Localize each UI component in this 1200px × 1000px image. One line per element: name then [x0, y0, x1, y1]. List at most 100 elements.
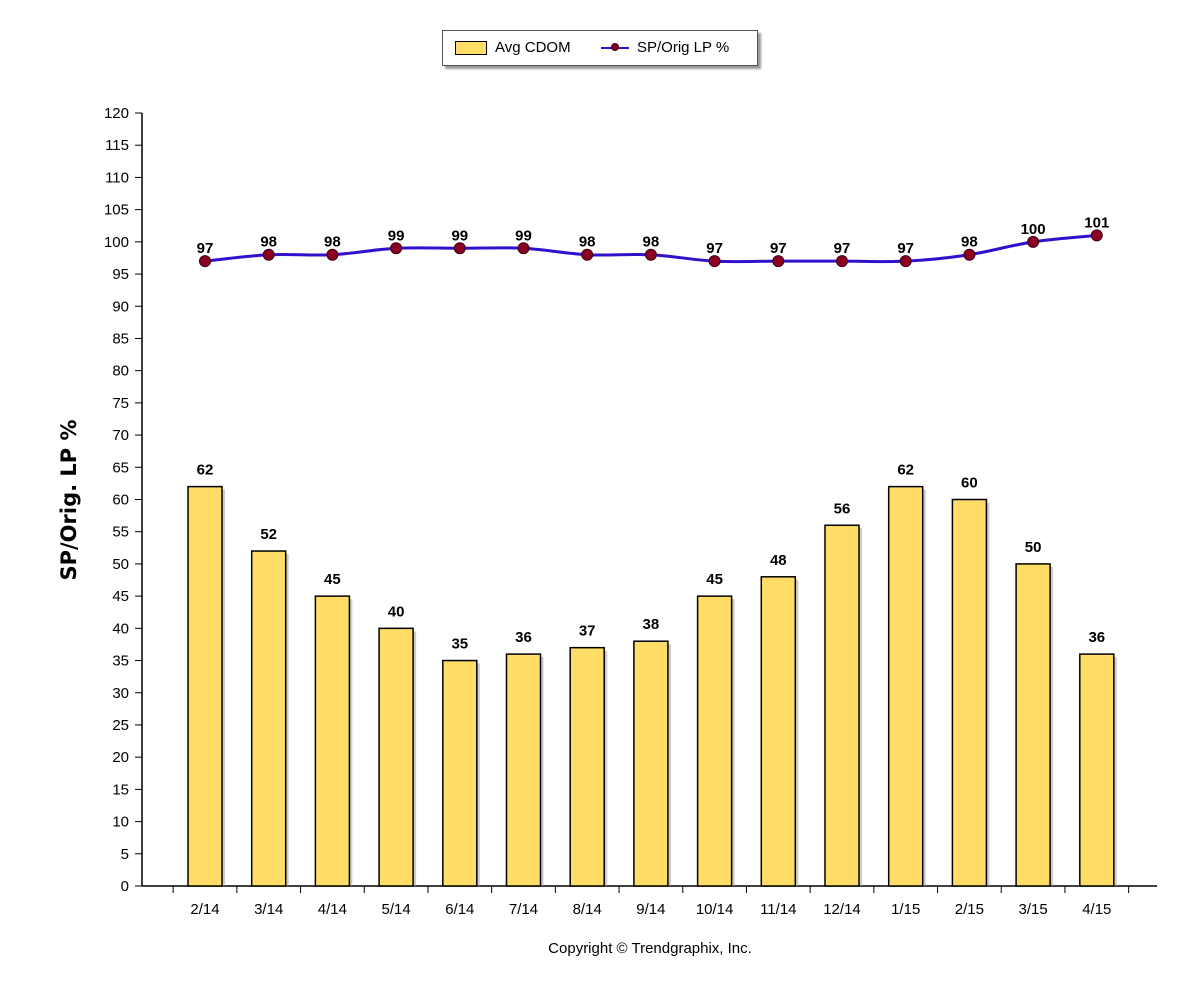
x-tick-label: 2/14	[190, 901, 219, 918]
x-tick-label: 3/14	[254, 901, 283, 918]
bar-value-label: 50	[1025, 539, 1042, 556]
y-tick-label: 70	[112, 427, 129, 444]
x-tick-label: 11/14	[760, 901, 796, 918]
line-value-label: 99	[515, 227, 532, 244]
bar-2-14	[187, 485, 223, 887]
bar-value-label: 38	[643, 616, 660, 633]
y-tick-label: 95	[112, 266, 129, 283]
y-tick-label: 45	[112, 588, 129, 605]
y-tick-label: 85	[112, 330, 129, 347]
x-tick-label: 7/14	[509, 901, 538, 918]
legend-label-avg-cdom: Avg CDOM	[495, 39, 571, 56]
line-value-label: 98	[643, 234, 660, 251]
legend-swatch-avg-cdom	[455, 41, 487, 55]
bar-value-label: 35	[451, 636, 468, 653]
bar-6-14	[442, 659, 478, 887]
bar-8-14	[569, 646, 605, 887]
line-point-4-15	[1090, 229, 1103, 242]
bar-value-label: 45	[706, 571, 723, 588]
line-value-label: 98	[324, 234, 341, 251]
line-value-label: 101	[1084, 214, 1109, 231]
y-tick-label: 80	[112, 363, 129, 380]
y-tick-label: 110	[105, 169, 129, 186]
legend-label-sp-orig-lp: SP/Orig LP %	[637, 39, 730, 56]
line-value-label: 100	[1021, 221, 1046, 238]
copyright: Copyright © Trendgraphix, Inc.	[548, 940, 752, 957]
bar-2-15	[951, 498, 988, 887]
line-point-10-14	[708, 255, 721, 268]
bar-value-label: 36	[515, 629, 532, 646]
y-axis-title: SP/Orig. LP %	[57, 419, 81, 580]
x-tick-label: 3/15	[1018, 901, 1047, 918]
x-tick-label: 4/15	[1082, 901, 1111, 918]
y-tick-label: 90	[112, 298, 129, 315]
line-point-8-14	[581, 248, 594, 261]
line-point-11-14	[772, 255, 785, 268]
line-point-2-14	[199, 255, 211, 268]
bar-11-14	[760, 576, 797, 887]
x-tick-label: 2/15	[955, 901, 984, 918]
line-point-5-14	[390, 242, 403, 255]
y-tick-label: 15	[112, 781, 129, 798]
y-tick-label: 40	[112, 620, 129, 637]
bar-value-label: 45	[324, 571, 341, 588]
bar-5-14	[378, 627, 414, 887]
line-value-label: 97	[770, 240, 787, 257]
bar-4-14	[314, 595, 351, 887]
x-tick-label: 5/14	[381, 901, 410, 918]
bar-7-14	[505, 653, 542, 887]
line-point-7-14	[517, 242, 530, 255]
bar-10-14	[696, 595, 733, 887]
bar-value-label: 62	[897, 462, 914, 479]
line-value-label: 97	[834, 240, 851, 257]
bar-3-15	[1015, 563, 1051, 887]
line-point-1-15	[899, 255, 912, 268]
bar-12-14	[824, 524, 860, 887]
line-point-2-15	[963, 248, 976, 261]
y-tick-label: 120	[104, 105, 129, 122]
line-value-label: 97	[706, 240, 723, 257]
bar-4-15	[1079, 653, 1115, 887]
bar-value-label: 37	[579, 623, 596, 640]
bar-value-label: 36	[1088, 629, 1105, 646]
y-tick-label: 35	[112, 653, 129, 670]
y-tick-label: 100	[104, 234, 129, 251]
x-tick-label: 1/15	[891, 901, 920, 918]
y-tick-label: 55	[112, 524, 129, 541]
x-tick-label: 12/14	[823, 901, 861, 918]
legend: Avg CDOM SP/Orig LP %	[442, 30, 758, 66]
y-tick-label: 75	[112, 395, 129, 412]
bar-value-label: 62	[197, 462, 214, 479]
bar-value-label: 48	[770, 552, 787, 569]
x-tick-label: 4/14	[318, 901, 347, 918]
bar-1-15	[887, 485, 924, 887]
bar-9-14	[633, 640, 669, 887]
y-tick-label: 25	[112, 717, 129, 734]
line-value-label: 97	[197, 240, 214, 257]
y-tick-label: 0	[121, 878, 129, 895]
y-tick-label: 5	[121, 846, 129, 863]
line-point-3-15	[1027, 235, 1040, 248]
y-tick-label: 30	[112, 685, 129, 702]
bar-value-label: 60	[961, 475, 978, 492]
y-tick-label: 50	[112, 556, 129, 573]
bar-value-label: 56	[834, 500, 851, 517]
y-tick-label: 115	[105, 137, 129, 154]
line-value-label: 97	[897, 240, 914, 257]
line-value-label: 98	[579, 234, 596, 251]
legend-marker-sp-orig-lp	[611, 43, 619, 51]
y-tick-label: 105	[104, 202, 129, 219]
y-tick-label: 60	[112, 492, 129, 509]
bar-value-label: 52	[260, 526, 277, 543]
x-tick-label: 9/14	[636, 901, 665, 918]
line-value-label: 99	[388, 227, 405, 244]
line-point-4-14	[326, 248, 339, 261]
line-point-9-14	[644, 248, 657, 261]
x-tick-label: 10/14	[696, 901, 734, 918]
line-value-label: 99	[451, 227, 468, 244]
x-tick-label: 8/14	[573, 901, 602, 918]
line-value-label: 98	[961, 234, 978, 251]
line-value-label: 98	[260, 234, 277, 251]
bar-3-14	[250, 550, 287, 887]
